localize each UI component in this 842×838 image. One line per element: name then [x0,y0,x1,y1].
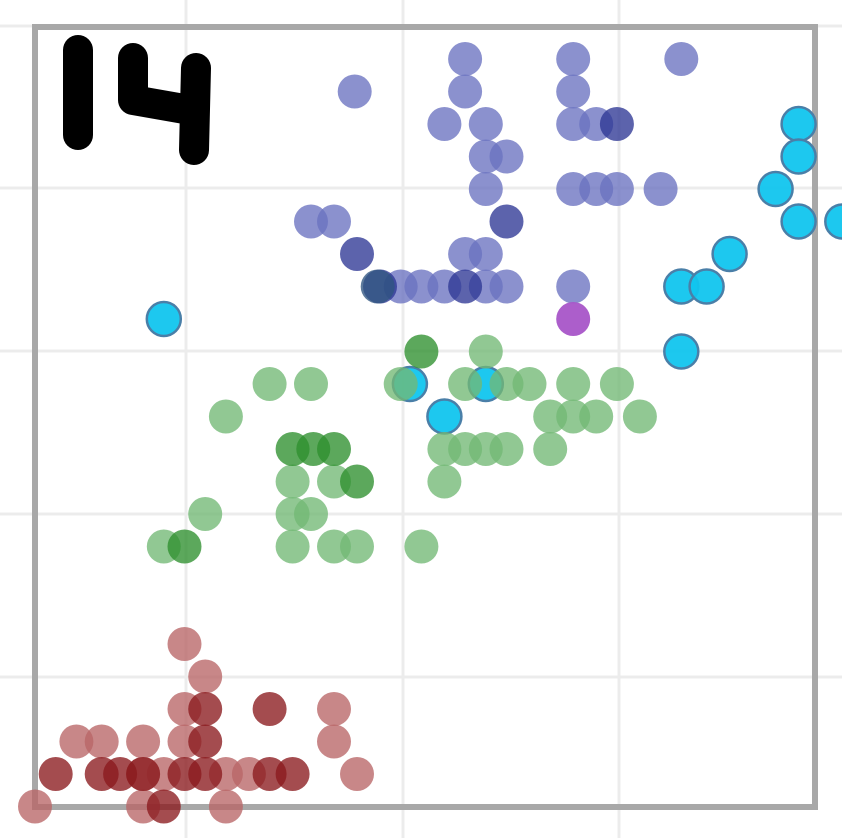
data-point [512,367,547,401]
data-point [404,529,439,564]
data-point [468,237,503,271]
data-point [664,42,699,76]
data-points [18,42,842,824]
data-point [711,235,748,273]
handwritten-number-annotation [63,35,211,165]
data-point [383,367,418,401]
data-point [427,464,462,499]
data-point [188,692,223,726]
data-point [126,724,161,759]
data-point [448,42,483,76]
data-point [188,497,223,531]
data-point [780,105,817,143]
data-point [489,204,524,239]
data-point [599,172,634,206]
data-point [468,334,503,369]
data-point [275,464,310,499]
data-point [404,334,439,369]
data-point [317,692,351,726]
data-point [252,692,287,726]
data-point [59,724,94,759]
data-point [426,398,463,435]
data-point [146,789,181,824]
data-point [622,399,657,434]
plot-frame [32,24,818,810]
data-point [599,367,634,401]
data-point [126,757,161,791]
data-point [337,74,372,109]
data-point [556,367,591,401]
data-point [317,432,351,466]
data-point [489,432,524,466]
data-point [38,757,73,791]
data-point [275,529,310,564]
data-point [18,789,52,824]
data-point [780,203,817,240]
data-point [167,627,202,661]
data-point [468,172,503,206]
data-point [688,268,725,305]
data-point [780,138,817,175]
data-point [167,529,202,564]
data-point [252,367,287,401]
data-point [188,757,223,791]
data-point [145,300,183,338]
data-point [533,432,568,466]
data-point [340,757,374,791]
data-point [448,367,483,401]
data-point [360,269,395,304]
data-point [556,74,591,109]
data-point [599,107,634,141]
data-point [188,659,223,694]
data-point [663,333,700,370]
data-point [556,42,591,76]
data-point [448,74,483,109]
data-point [427,107,462,141]
data-point [294,497,328,531]
data-point [84,724,119,759]
data-point [340,529,374,564]
data-point [340,464,374,499]
data-point [579,399,614,434]
data-point [448,269,483,304]
data-point [294,367,328,401]
data-point [188,724,223,759]
data-point [208,399,243,434]
data-point [556,269,591,304]
data-point [317,724,351,759]
data-point [317,204,351,239]
data-point [468,107,503,141]
data-point [275,757,310,791]
data-point [208,789,243,824]
data-point [340,237,374,271]
data-point [489,269,524,304]
data-point [824,203,842,240]
data-point [757,170,794,208]
data-point [643,172,678,206]
data-point [556,302,591,336]
data-point [489,139,524,174]
